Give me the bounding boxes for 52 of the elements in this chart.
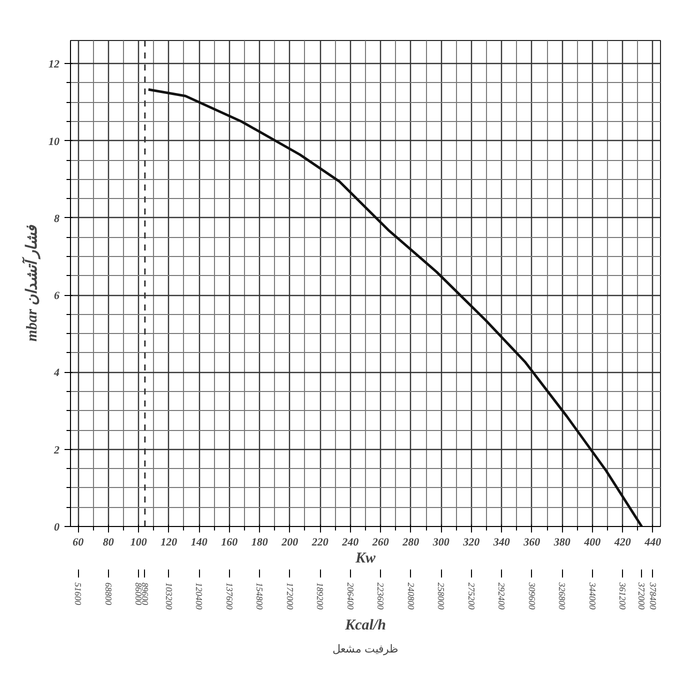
y-tick-label: 10	[48, 136, 60, 148]
x2-tick-label: 372000	[636, 582, 647, 610]
x-tick-label: 400	[583, 536, 602, 548]
x-tick-label: 320	[462, 536, 480, 548]
x-tick-label: 300	[432, 536, 450, 548]
x-tick-label: 240	[341, 536, 360, 548]
x-tick-label: 220	[310, 536, 329, 548]
x2-tick-label: 361200	[618, 582, 628, 610]
y-tick-label: 4	[53, 367, 60, 380]
x-tick-label: 120	[160, 536, 178, 548]
y-tick-label: 12	[48, 58, 60, 71]
y-tick-label: 0	[54, 522, 60, 534]
x-tick-label: 160	[221, 536, 238, 548]
x2-tick-label: 189200	[315, 582, 326, 610]
y-tick-label: 8	[54, 212, 60, 225]
x2-tick-label: 344000	[587, 582, 598, 610]
x2-tick-label: 223600	[376, 582, 386, 610]
x2-tick-label: 240800	[406, 582, 416, 610]
x-tick-label: 280	[402, 536, 420, 548]
x2-tick-label: 309600	[526, 582, 537, 610]
x2-tick-label: 172000	[284, 582, 295, 610]
x-tick-label: 260	[371, 536, 390, 548]
x2-tick-label: 51600	[73, 582, 84, 606]
x2-axis-title: Kcal/h	[344, 618, 386, 634]
x-tick-label: 140	[190, 536, 208, 548]
x2-tick-label: 378400	[648, 582, 658, 610]
x-tick-label: 60	[72, 536, 84, 548]
text: ظرفیت مشعل	[332, 644, 398, 656]
x2-tick-label: 326800	[557, 582, 568, 610]
x-tick-label: 80	[102, 536, 114, 548]
x-tick-label: 360	[522, 536, 541, 548]
x2-tick-label: 68800	[103, 582, 114, 606]
x2-tick-label: 258000	[436, 582, 446, 610]
x-tick-label: 380	[552, 536, 571, 548]
y-tick-label: 2	[53, 444, 60, 456]
x2-tick-label: 137600	[224, 582, 234, 610]
line-series	[147, 88, 643, 526]
x2-tick-label: 154800	[254, 582, 265, 610]
x-tick-label: 180	[251, 536, 268, 548]
x2-tick-label: 103200	[164, 582, 174, 610]
x-tick-label: 340	[492, 536, 510, 548]
x2-tick-label: 292400	[496, 582, 507, 610]
x2-tick-label: 120400	[194, 582, 204, 610]
x-tick-label: 440	[644, 536, 662, 548]
x2-tick-label: 275200	[466, 582, 476, 610]
x2-tick-label: 206400	[345, 582, 356, 610]
x-tick-label: 100	[130, 536, 148, 548]
y-axis-title: mbar فشار آتشدان	[22, 224, 40, 342]
x-tick-label: 420	[613, 536, 632, 548]
x-axis-title: Kw	[354, 550, 376, 566]
x-tick-label: 200	[280, 536, 299, 548]
y-tick-label: 6	[54, 290, 60, 302]
